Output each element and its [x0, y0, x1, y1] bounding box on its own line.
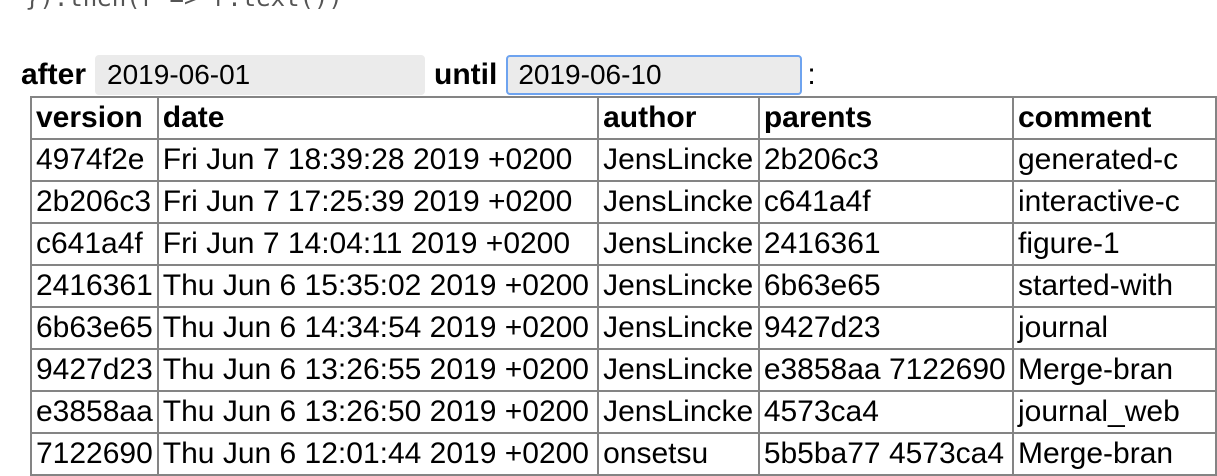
- cell-comment: generated-c: [1012, 138, 1217, 182]
- cell-version: 2416361: [30, 264, 159, 308]
- cell-version: 4974f2e: [30, 138, 159, 182]
- cell-version: 7122690: [30, 432, 159, 476]
- table-row: e3858aa Thu Jun 6 13:26:50 2019 +0200 Jens…: [30, 390, 1217, 434]
- table-row: 2416361 Thu Jun 6 15:35:02 2019 +0200 Jens…: [30, 264, 1217, 308]
- date-filter-bar: after until :: [21, 55, 816, 95]
- cell-version: 6b63e65: [30, 306, 159, 350]
- after-label: after: [21, 58, 87, 91]
- cell-date: Fri Jun 7 18:39:28 2019 +0200: [156, 138, 600, 182]
- page: { "code_line": "}).then(r => r.text())",…: [21, 0, 1217, 476]
- versions-table: version date author parents comment 4974…: [30, 96, 1217, 476]
- cell-author: JensLincke: [597, 138, 760, 182]
- cell-author: JensLincke: [597, 306, 760, 350]
- cell-date: Thu Jun 6 15:35:02 2019 +0200: [156, 264, 600, 308]
- cell-parents: 9427d23: [757, 306, 1015, 350]
- table-row: 9427d23 Thu Jun 6 13:26:55 2019 +0200 Jens…: [30, 348, 1217, 392]
- cell-comment: Merge-bran: [1012, 432, 1217, 476]
- table-row: c641a4f Fri Jun 7 14:04:11 2019 +0200 Jens…: [30, 222, 1217, 266]
- cell-author: JensLincke: [597, 348, 760, 392]
- cell-author: JensLincke: [597, 180, 760, 224]
- filter-separator: :: [807, 58, 816, 91]
- column-header-author: author: [597, 96, 760, 140]
- table-row: 6b63e65 Thu Jun 6 14:34:54 2019 +0200 Jens…: [30, 306, 1217, 350]
- table-row: 2b206c3 Fri Jun 7 17:25:39 2019 +0200 Jens…: [30, 180, 1217, 224]
- until-date-input[interactable]: [506, 55, 803, 95]
- cell-parents: c641a4f: [757, 180, 1015, 224]
- until-label: until: [434, 58, 498, 91]
- cell-date: Thu Jun 6 13:26:50 2019 +0200: [156, 390, 600, 434]
- cell-comment: figure-1: [1012, 222, 1217, 266]
- cell-date: Thu Jun 6 14:34:54 2019 +0200: [156, 306, 600, 350]
- cell-comment: Merge-bran: [1012, 348, 1217, 392]
- cell-version: 2b206c3: [30, 180, 159, 224]
- column-header-version: version: [30, 96, 159, 140]
- cell-parents: 2416361: [757, 222, 1015, 266]
- cell-date: Fri Jun 7 14:04:11 2019 +0200: [156, 222, 600, 266]
- column-header-parents: parents: [757, 96, 1015, 140]
- cell-comment: journal_web: [1012, 390, 1217, 434]
- table-header-row: version date author parents comment: [30, 96, 1217, 140]
- code-snippet-truncated: }).then(r => r.text()): [25, 0, 343, 13]
- cell-version: e3858aa: [30, 390, 159, 434]
- cell-parents: 5b5ba77 4573ca4: [757, 432, 1015, 476]
- cell-parents: 6b63e65: [757, 264, 1015, 308]
- cell-parents: 2b206c3: [757, 138, 1015, 182]
- cell-author: JensLincke: [597, 264, 760, 308]
- table-row: 7122690 Thu Jun 6 12:01:44 2019 +0200 onse…: [30, 432, 1217, 476]
- cell-comment: started-with: [1012, 264, 1217, 308]
- table-body: 4974f2e Fri Jun 7 18:39:28 2019 +0200 Jens…: [30, 138, 1217, 476]
- table-row: 4974f2e Fri Jun 7 18:39:28 2019 +0200 Jens…: [30, 138, 1217, 182]
- cell-author: onsetsu: [597, 432, 760, 476]
- cell-date: Thu Jun 6 13:26:55 2019 +0200: [156, 348, 600, 392]
- cell-author: JensLincke: [597, 222, 760, 266]
- after-date-input[interactable]: [95, 55, 426, 95]
- cell-parents: e3858aa 7122690: [757, 348, 1015, 392]
- cell-version: c641a4f: [30, 222, 159, 266]
- column-header-date: date: [156, 96, 600, 140]
- cell-version: 9427d23: [30, 348, 159, 392]
- cell-author: JensLincke: [597, 390, 760, 434]
- cell-parents: 4573ca4: [757, 390, 1015, 434]
- column-header-comment: comment: [1012, 96, 1217, 140]
- cell-date: Thu Jun 6 12:01:44 2019 +0200: [156, 432, 600, 476]
- cell-date: Fri Jun 7 17:25:39 2019 +0200: [156, 180, 600, 224]
- cell-comment: journal: [1012, 306, 1217, 350]
- cell-comment: interactive-c: [1012, 180, 1217, 224]
